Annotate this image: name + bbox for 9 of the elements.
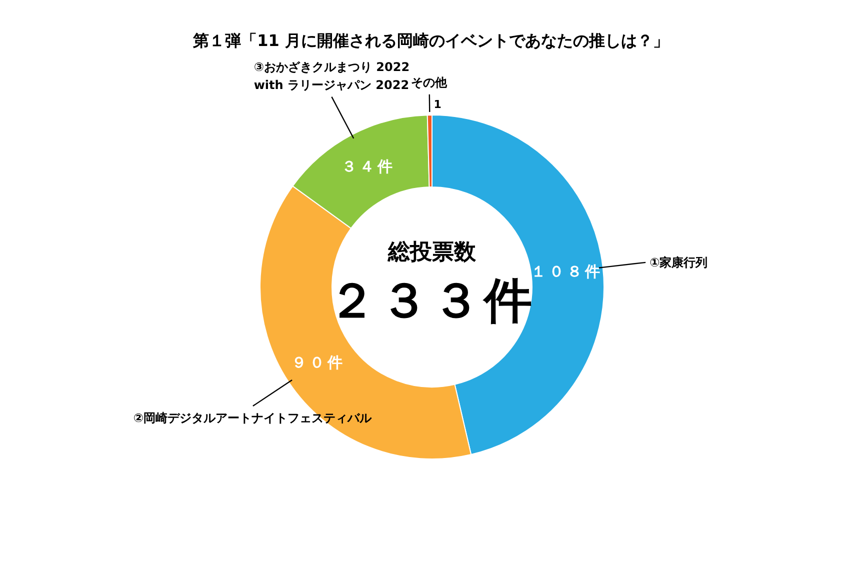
- slice-label: ①家康行列: [650, 255, 708, 270]
- chart-title: 第１弾「11 月に開催される岡崎のイベントであなたの推しは？」: [192, 31, 669, 50]
- data-label: 1: [434, 98, 442, 112]
- data-label: ９０件: [292, 353, 346, 372]
- text: 総投票数: [387, 240, 477, 265]
- slice-label: ③おかざきクルまつり 2022 with ラリージャパン 2022: [254, 60, 410, 92]
- data-label: ３４件: [342, 158, 396, 176]
- slice-label: その他: [410, 75, 448, 90]
- slice-label: ②岡崎デジタルアートナイトフェスティバル: [133, 410, 373, 425]
